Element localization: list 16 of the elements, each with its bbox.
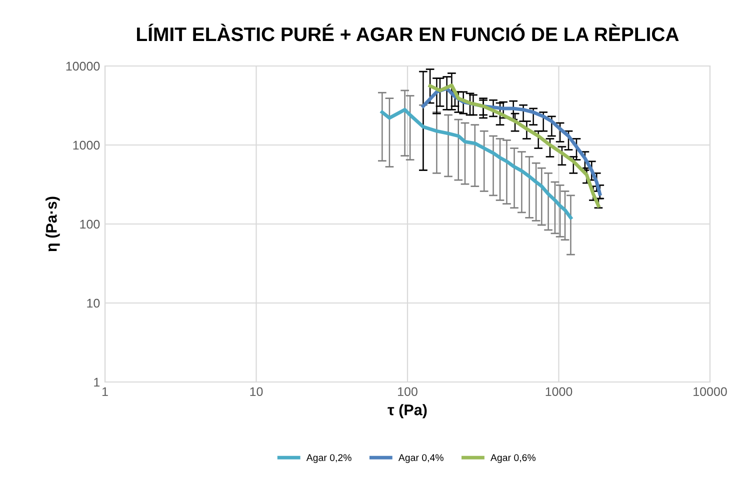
y-tick-label: 100 — [80, 220, 100, 229]
legend-label: Agar 0,4% — [398, 454, 444, 464]
x-tick-label: 10000 — [694, 387, 727, 396]
x-tick-label: 10 — [250, 387, 263, 396]
x-tick-label: 100 — [398, 387, 418, 396]
legend-label: Agar 0,2% — [306, 454, 352, 464]
x-tick-label: 1 — [102, 387, 108, 396]
y-axis-title: η (Pa·s) — [46, 196, 60, 252]
x-tick-label: 1000 — [546, 387, 572, 396]
chart-title: LÍMIT ELÀSTIC PURÉ + AGAR EN FUNCIÓ DE LA RÈPLICA — [137, 24, 679, 42]
x-axis-title: τ (Pa) — [388, 404, 427, 418]
legend-label: Agar 0,6% — [490, 454, 536, 464]
y-tick-label: 1000 — [73, 140, 100, 150]
y-tick-label: 10000 — [66, 62, 100, 71]
y-tick-label: 1 — [94, 378, 100, 387]
y-tick-label: 10 — [87, 298, 100, 308]
